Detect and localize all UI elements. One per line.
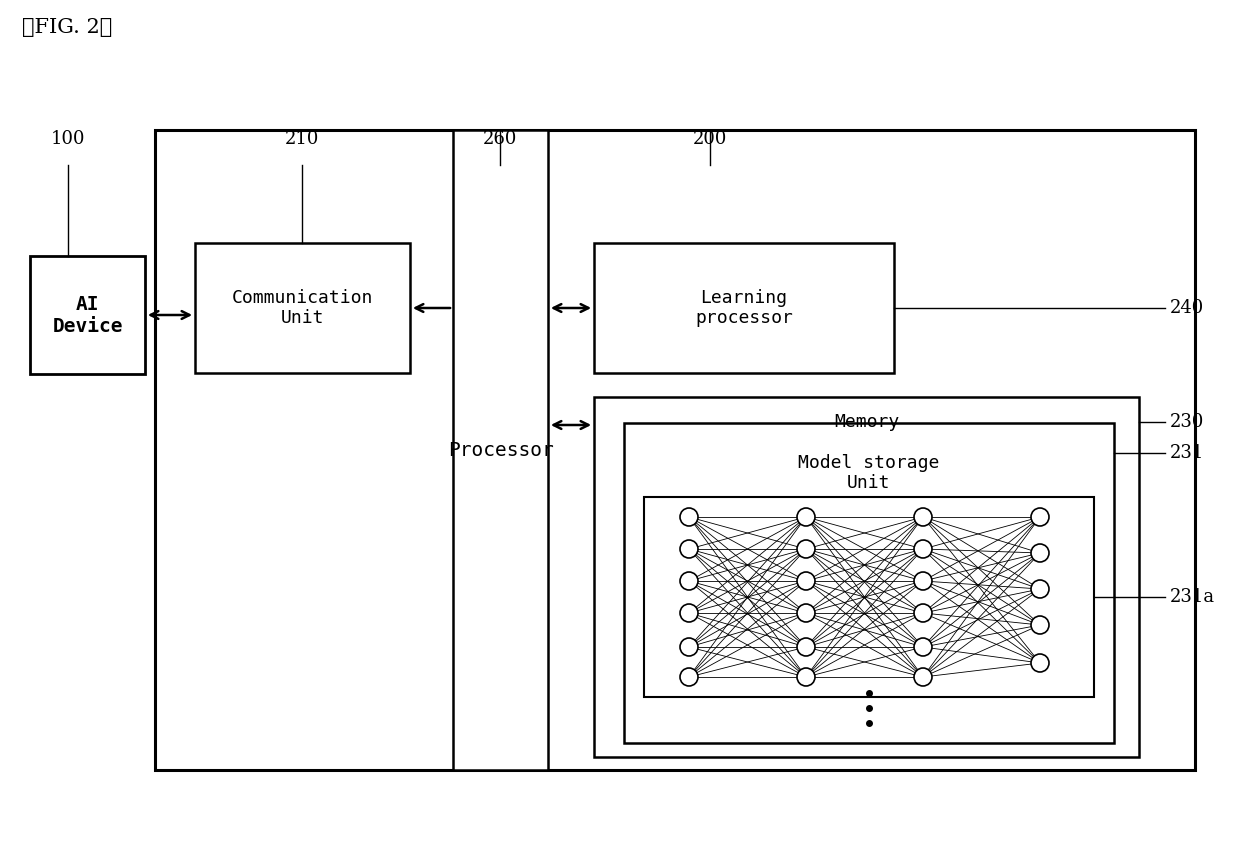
Circle shape (914, 508, 932, 526)
Circle shape (680, 638, 698, 656)
Text: 240: 240 (1171, 299, 1204, 317)
Text: AI
Device: AI Device (52, 294, 123, 335)
Circle shape (797, 572, 815, 590)
Bar (644, 497, 1094, 697)
Bar (30, 256, 145, 374)
Text: Processor: Processor (448, 440, 553, 459)
Text: 231: 231 (1171, 444, 1204, 462)
Bar (453, 130, 548, 770)
Circle shape (914, 668, 932, 686)
Text: 【FIG. 2】: 【FIG. 2】 (22, 18, 113, 37)
Bar (195, 243, 410, 373)
Text: 100: 100 (51, 130, 86, 148)
Text: Communication
Unit: Communication Unit (232, 289, 373, 327)
Text: Learning
processor: Learning processor (696, 289, 792, 327)
Circle shape (680, 572, 698, 590)
Circle shape (797, 668, 815, 686)
Circle shape (914, 604, 932, 622)
Circle shape (914, 540, 932, 558)
Circle shape (680, 508, 698, 526)
Text: 231a: 231a (1171, 588, 1215, 606)
Circle shape (1030, 580, 1049, 598)
Circle shape (797, 638, 815, 656)
Text: Memory: Memory (833, 413, 899, 431)
Circle shape (797, 604, 815, 622)
Circle shape (914, 572, 932, 590)
Bar (594, 397, 1140, 757)
Bar (624, 423, 1114, 743)
Circle shape (914, 638, 932, 656)
Bar (594, 243, 894, 373)
Circle shape (1030, 654, 1049, 672)
Text: 210: 210 (285, 130, 319, 148)
Circle shape (797, 540, 815, 558)
Circle shape (1030, 616, 1049, 634)
Circle shape (1030, 544, 1049, 562)
Text: Model storage
Unit: Model storage Unit (799, 454, 940, 492)
Circle shape (680, 604, 698, 622)
Circle shape (797, 508, 815, 526)
Text: 260: 260 (482, 130, 517, 148)
Text: 200: 200 (693, 130, 727, 148)
Text: 230: 230 (1171, 413, 1204, 431)
Bar (155, 130, 1195, 770)
Circle shape (680, 668, 698, 686)
Circle shape (680, 540, 698, 558)
Circle shape (1030, 508, 1049, 526)
